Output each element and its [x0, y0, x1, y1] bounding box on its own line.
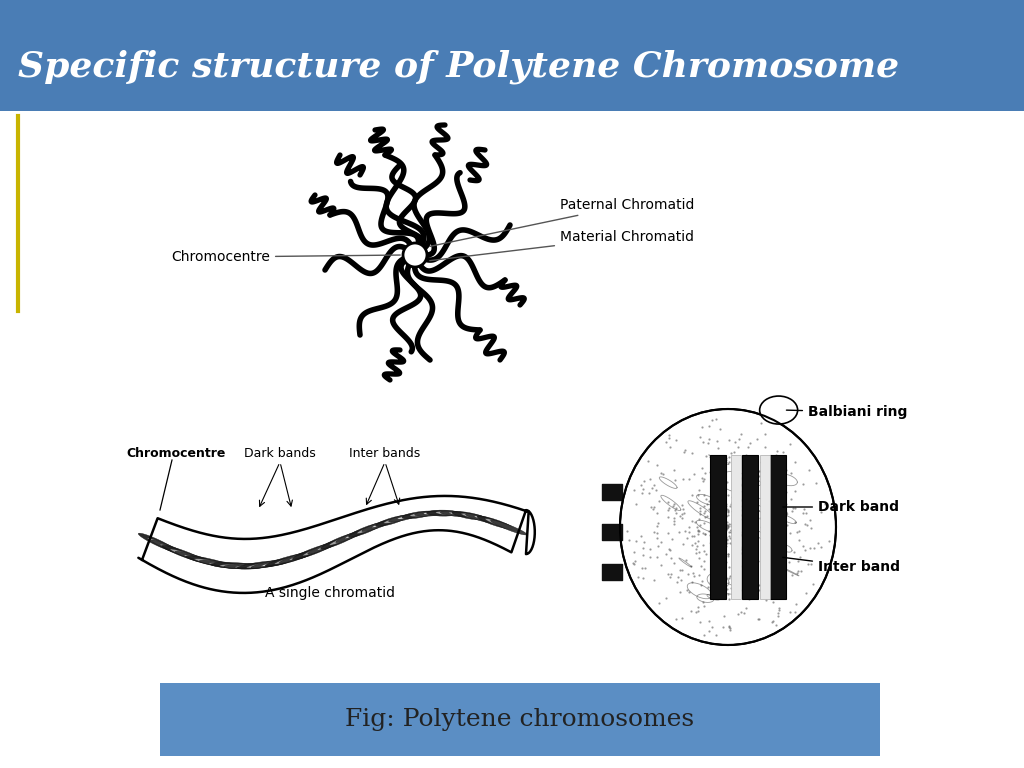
Ellipse shape: [138, 533, 177, 552]
Ellipse shape: [219, 564, 265, 568]
Circle shape: [403, 243, 427, 267]
Ellipse shape: [415, 511, 446, 516]
Ellipse shape: [265, 552, 312, 567]
Ellipse shape: [410, 511, 438, 517]
Ellipse shape: [147, 538, 183, 554]
Ellipse shape: [402, 511, 434, 518]
Ellipse shape: [160, 544, 196, 559]
Ellipse shape: [247, 560, 291, 568]
Ellipse shape: [238, 561, 288, 569]
Bar: [742, 455, 758, 599]
Ellipse shape: [345, 526, 375, 538]
Text: Fig: Polytene chromosomes: Fig: Polytene chromosomes: [345, 708, 694, 731]
Ellipse shape: [330, 531, 362, 545]
Text: Dark bands: Dark bands: [244, 447, 315, 460]
Ellipse shape: [620, 409, 836, 645]
Ellipse shape: [321, 532, 358, 549]
Bar: [710, 455, 726, 599]
Ellipse shape: [280, 548, 323, 563]
Text: Specific structure of Polytene Chromosome: Specific structure of Polytene Chromosom…: [18, 50, 899, 84]
Ellipse shape: [466, 514, 500, 524]
Ellipse shape: [760, 396, 798, 424]
Ellipse shape: [389, 513, 420, 522]
Ellipse shape: [293, 543, 335, 560]
Ellipse shape: [376, 515, 409, 527]
Ellipse shape: [474, 516, 504, 525]
Ellipse shape: [195, 558, 239, 568]
Ellipse shape: [356, 521, 387, 534]
Bar: [160, 683, 880, 756]
Bar: [760, 455, 770, 599]
Ellipse shape: [274, 551, 315, 564]
Ellipse shape: [224, 563, 273, 568]
Text: Chromocentre: Chromocentre: [126, 447, 225, 460]
Ellipse shape: [423, 511, 451, 515]
Ellipse shape: [449, 512, 477, 517]
Ellipse shape: [397, 513, 424, 519]
Bar: [731, 455, 741, 599]
Ellipse shape: [372, 518, 399, 528]
Ellipse shape: [184, 554, 224, 566]
Ellipse shape: [440, 511, 473, 517]
Ellipse shape: [384, 515, 413, 524]
Text: Inter bands: Inter bands: [349, 447, 421, 460]
Ellipse shape: [162, 545, 206, 563]
Bar: [0, 0, 1024, 111]
Text: Balbiani ring: Balbiani ring: [786, 405, 907, 419]
Text: A single chromatid: A single chromatid: [265, 586, 395, 600]
Ellipse shape: [152, 540, 193, 558]
Text: Dark band: Dark band: [782, 500, 899, 514]
Text: Material Chromatid: Material Chromatid: [430, 230, 694, 260]
Ellipse shape: [477, 516, 513, 529]
Ellipse shape: [185, 555, 234, 568]
Ellipse shape: [211, 562, 262, 569]
Ellipse shape: [170, 549, 211, 564]
Text: Paternal Chromatid: Paternal Chromatid: [430, 198, 694, 247]
Ellipse shape: [200, 561, 249, 569]
Ellipse shape: [261, 557, 301, 567]
Ellipse shape: [336, 528, 371, 543]
Text: Inter band: Inter band: [782, 558, 900, 574]
Text: Chromocentre: Chromocentre: [171, 250, 400, 264]
Ellipse shape: [348, 523, 383, 538]
Ellipse shape: [303, 541, 339, 556]
Ellipse shape: [175, 551, 220, 566]
Ellipse shape: [251, 558, 299, 568]
Ellipse shape: [461, 513, 492, 521]
Ellipse shape: [485, 518, 518, 531]
Ellipse shape: [452, 511, 486, 520]
Ellipse shape: [317, 536, 349, 550]
Ellipse shape: [308, 538, 346, 554]
Ellipse shape: [209, 563, 252, 568]
Ellipse shape: [289, 547, 326, 560]
Ellipse shape: [361, 519, 394, 531]
Ellipse shape: [427, 510, 459, 516]
Bar: [770, 455, 786, 599]
Ellipse shape: [234, 563, 278, 568]
Ellipse shape: [490, 520, 527, 535]
Ellipse shape: [435, 511, 465, 515]
